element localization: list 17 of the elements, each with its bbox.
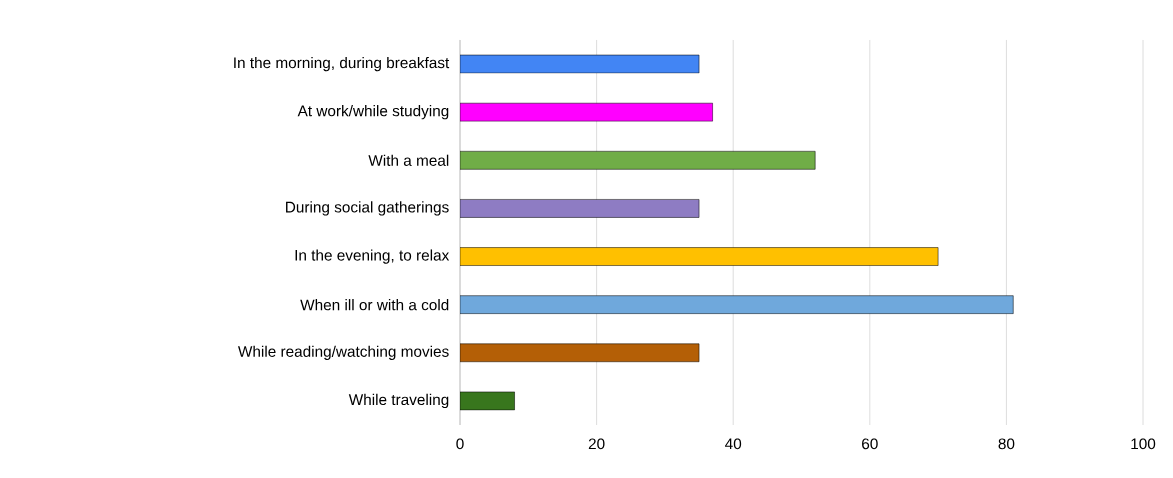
x-tick-label: 20 — [588, 438, 605, 450]
y-tick-label: In the evening, to relax — [295, 249, 450, 264]
x-tick-label: 80 — [998, 438, 1015, 450]
y-tick-label: At work/while studying — [297, 105, 449, 120]
bar — [460, 343, 700, 363]
bar — [460, 295, 1014, 314]
y-tick-label: During social gatherings — [286, 201, 449, 216]
x-tick-label: 0 — [456, 438, 464, 450]
y-tick-label: When ill or with a cold — [300, 299, 449, 311]
y-tick-label: In the morning, during breakfast — [234, 56, 450, 72]
x-tick-label: 100 — [1131, 438, 1156, 450]
bar — [460, 391, 515, 411]
y-tick-label: While traveling — [348, 393, 449, 409]
x-tick-label: 40 — [725, 438, 742, 450]
y-tick-label: With a meal — [368, 154, 449, 166]
y-tick-label: While reading/watching movies — [238, 345, 449, 360]
x-tick-label: 60 — [862, 438, 878, 450]
